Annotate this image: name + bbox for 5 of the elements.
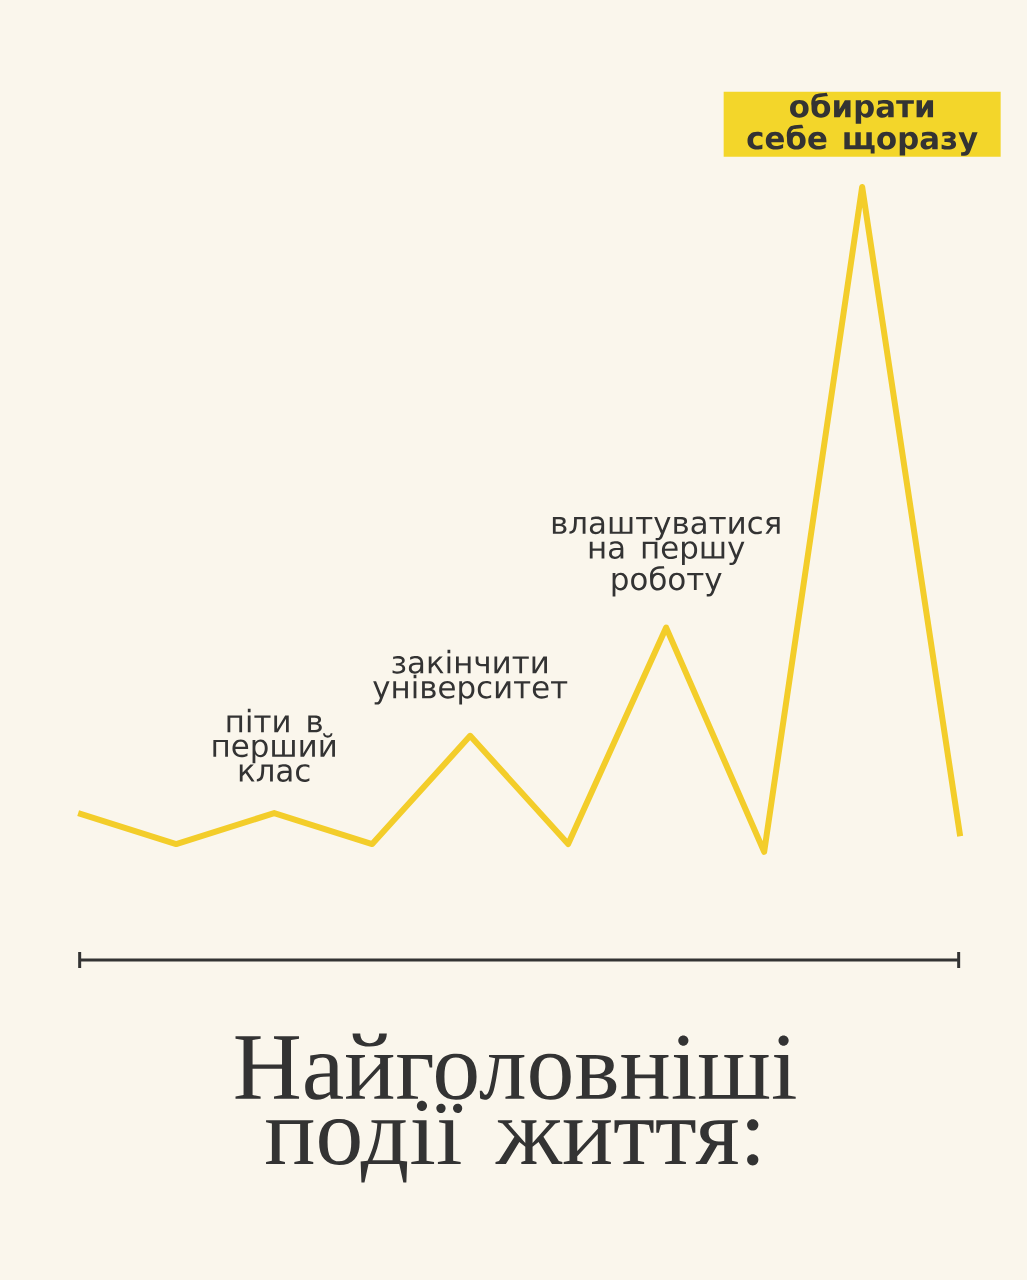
annotation: влаштуватися на першу роботу (552, 516, 780, 597)
text: Найголовніші події життя: (235, 1033, 796, 1183)
annotation: обирати себе щоразу (747, 92, 978, 156)
annotation: закінчити університет (373, 649, 568, 705)
annotation: піти в перший клас (213, 708, 335, 782)
